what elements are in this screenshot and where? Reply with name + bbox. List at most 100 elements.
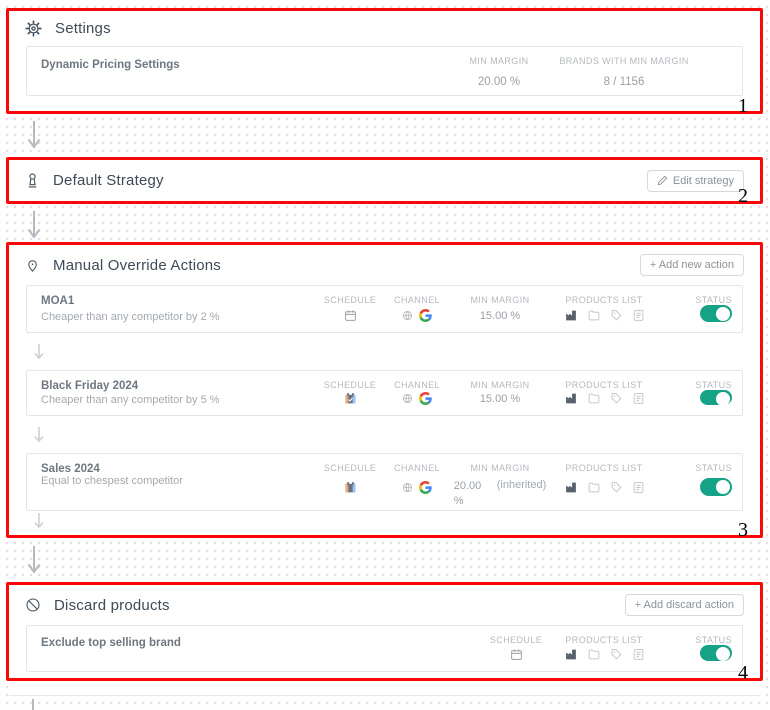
discard-products-section: Discard products + Add discard action Ex… (6, 582, 763, 684)
min-margin-label: MIN MARGIN (470, 380, 530, 390)
status-column: STATUS (660, 378, 732, 408)
google-icon (419, 481, 432, 494)
categories-icon[interactable] (587, 648, 601, 661)
default-strategy-section: Default Strategy Edit strategy 2 (6, 157, 763, 207)
channel-label: CHANNEL (394, 295, 440, 305)
min-margin-value: 15.00 % (479, 393, 521, 405)
panel-bottom-edge (9, 681, 760, 696)
brands-with-min-margin-value: 8 / 1156 (603, 76, 645, 88)
status-column: STATUS (660, 633, 732, 664)
action-description: Cheaper than any competitor by 2 % (41, 311, 220, 323)
products-list-column: PRODUCTS LIST (548, 633, 660, 664)
min-margin-label: MIN MARGIN (469, 56, 529, 66)
add-discard-action-button[interactable]: + Add discard action (624, 594, 744, 616)
calendar-active-icon[interactable] (344, 481, 357, 494)
calendar-active-icon[interactable] (344, 392, 357, 405)
flow-down-arrow (26, 545, 42, 576)
action-row-black-friday: Black Friday 2024 Cheaper than any compe… (26, 370, 743, 416)
schedule-column: SCHEDULE (318, 293, 382, 325)
discard-products-title: Discard products (54, 596, 170, 614)
min-margin-stat: MIN MARGIN 20.00 % (449, 56, 549, 88)
min-margin-label: MIN MARGIN (470, 463, 530, 473)
tags-icon[interactable] (610, 392, 623, 405)
status-label: STATUS (695, 380, 732, 390)
flow-down-arrow (26, 120, 42, 151)
categories-icon[interactable] (587, 481, 601, 494)
products-icon[interactable] (632, 309, 645, 322)
manual-override-section: Manual Override Actions + Add new action… (6, 242, 763, 541)
schedule-column: SCHEDULE (318, 378, 382, 408)
brands-icon[interactable] (564, 648, 578, 661)
channel-label: CHANNEL (394, 380, 440, 390)
products-list-column: PRODUCTS LIST (548, 378, 660, 408)
schedule-label: SCHEDULE (489, 635, 543, 645)
categories-icon[interactable] (587, 392, 601, 405)
products-list-label: PRODUCTS LIST (565, 463, 643, 473)
min-margin-column: MIN MARGIN 15.00 % (452, 293, 548, 325)
annotation-number-4: 4 (738, 662, 748, 684)
add-new-action-button[interactable]: + Add new action (639, 254, 744, 276)
default-strategy-row: Default Strategy Edit strategy (9, 160, 760, 201)
default-strategy-title: Default Strategy (53, 172, 164, 189)
edit-strategy-button[interactable]: Edit strategy (646, 169, 744, 192)
settings-header: Settings (9, 11, 760, 46)
pencil-icon (657, 175, 668, 186)
mini-down-arrow (34, 426, 44, 442)
brands-icon[interactable] (564, 309, 578, 322)
status-toggle[interactable] (700, 390, 732, 406)
flow-down-arrow (26, 210, 42, 241)
schedule-label: SCHEDULE (323, 380, 377, 390)
pin-icon (25, 257, 40, 274)
mini-down-arrow (34, 513, 44, 529)
discard-products-header: Discard products + Add discard action (9, 585, 760, 625)
status-label: STATUS (695, 635, 732, 645)
min-margin-value: 15.00 % (479, 310, 521, 322)
action-name-block: Black Friday 2024 Cheaper than any compe… (41, 378, 318, 408)
products-icon[interactable] (632, 481, 645, 494)
action-name-block: Sales 2024 Equal to chespest competitor (41, 461, 318, 503)
status-label: STATUS (695, 463, 732, 473)
tags-icon[interactable] (610, 481, 623, 494)
min-margin-label: MIN MARGIN (470, 295, 530, 305)
google-icon (419, 309, 432, 322)
calendar-icon[interactable] (510, 648, 523, 661)
annotation-number-3: 3 (738, 519, 748, 541)
products-list-label: PRODUCTS LIST (565, 295, 643, 305)
globe-icon (402, 310, 413, 321)
globe-icon (402, 482, 413, 493)
products-icon[interactable] (632, 392, 645, 405)
brands-icon[interactable] (564, 481, 578, 494)
status-toggle[interactable] (700, 305, 732, 322)
products-icon[interactable] (632, 648, 645, 661)
status-label: STATUS (695, 295, 732, 305)
schedule-column: SCHEDULE (318, 461, 382, 503)
min-margin-value: 20.00 % (477, 76, 521, 88)
action-name-block: MOA1 Cheaper than any competitor by 2 % (41, 293, 318, 325)
min-margin-inherited-note: (inherited) (496, 479, 547, 491)
toggle-knob (716, 392, 730, 406)
ban-icon (25, 597, 41, 613)
categories-icon[interactable] (587, 309, 601, 322)
channel-column: CHANNEL (382, 378, 452, 408)
annotation-number-2: 2 (738, 185, 748, 207)
action-description: Equal to chespest competitor (41, 475, 183, 487)
status-column: STATUS (660, 293, 732, 325)
tags-icon[interactable] (610, 309, 623, 322)
brands-icon[interactable] (564, 392, 578, 405)
tags-icon[interactable] (610, 648, 623, 661)
status-column: STATUS (660, 461, 732, 503)
action-name-block: Exclude top selling brand (41, 633, 484, 664)
action-row-moa1: MOA1 Cheaper than any competitor by 2 % … (26, 285, 743, 333)
toggle-knob (716, 480, 730, 494)
action-name: MOA1 (41, 295, 75, 307)
toggle-knob (716, 647, 730, 661)
min-margin-value: 20.00 % (453, 480, 482, 507)
annotation-number-1: 1 (738, 95, 748, 117)
google-icon (419, 392, 432, 405)
status-toggle[interactable] (700, 478, 732, 496)
status-toggle[interactable] (700, 645, 732, 661)
toggle-knob (716, 307, 730, 321)
calendar-icon[interactable] (344, 309, 357, 322)
channel-column: CHANNEL (382, 461, 452, 503)
row-gap (9, 333, 760, 370)
